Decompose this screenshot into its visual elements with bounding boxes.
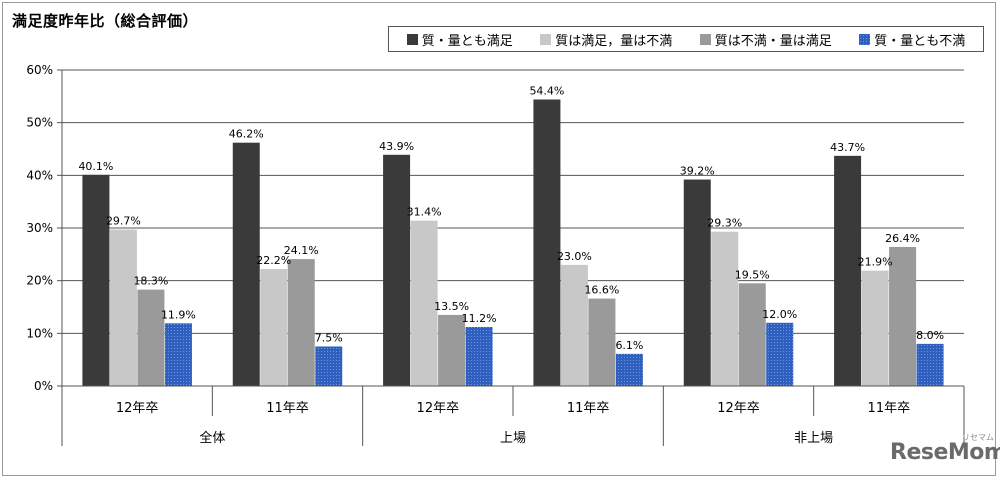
legend-label-2: 質は不満・量は満足 xyxy=(714,33,832,49)
legend-item-1: 質は満足，量は不満 xyxy=(540,30,672,49)
y-tick-label: 30% xyxy=(26,221,53,235)
bar xyxy=(232,142,260,386)
bar-value-label: 31.4% xyxy=(407,206,442,219)
legend-swatch-0 xyxy=(406,33,418,45)
bar-value-label: 19.5% xyxy=(735,268,770,281)
bar-value-label: 43.7% xyxy=(830,141,865,154)
category-label: 12年卒 xyxy=(417,401,460,416)
group-label: 全体 xyxy=(199,430,225,446)
group-label: 非上場 xyxy=(794,431,833,446)
bar xyxy=(82,174,110,386)
bar xyxy=(834,155,862,386)
bar-value-label: 22.2% xyxy=(256,254,291,267)
watermark-logo: ReseMom xyxy=(890,440,1000,465)
bars xyxy=(82,99,944,386)
bar-value-label: 46.2% xyxy=(229,128,264,141)
bar-value-label: 13.5% xyxy=(434,300,469,313)
bar-value-label: 18.3% xyxy=(133,275,168,288)
bar xyxy=(533,99,561,386)
bar xyxy=(383,154,411,386)
y-tick-label: 0% xyxy=(34,379,53,393)
group-label: 上場 xyxy=(500,431,526,446)
bar xyxy=(287,259,315,386)
category-label: 12年卒 xyxy=(717,401,760,416)
watermark-sub: リセマム xyxy=(962,433,994,442)
bar-value-label: 7.5% xyxy=(315,332,343,345)
category-label: 11年卒 xyxy=(266,401,309,416)
legend-item-0: 質・量とも満足 xyxy=(406,30,513,49)
bar-labels: 40.1% 29.7% 18.3% 11.9% 46.2% 22.2%24.1% 7.5% 4… xyxy=(78,84,944,351)
legend-label-0: 質・量とも満足 xyxy=(421,33,513,49)
category-label: 12年卒 xyxy=(116,401,159,416)
y-tick-label: 20% xyxy=(26,274,53,288)
legend-swatch-3 xyxy=(859,33,871,45)
bar xyxy=(889,246,917,386)
bar xyxy=(560,264,588,386)
bar-value-label: 29.7% xyxy=(106,215,141,228)
bar-value-label: 6.1% xyxy=(615,339,643,352)
bar xyxy=(916,343,944,386)
bar-value-label: 12.0% xyxy=(762,308,797,321)
bar-value-label: 24.1% xyxy=(284,244,319,257)
axes xyxy=(61,70,965,446)
bar xyxy=(410,220,438,386)
legend-label-3: 質・量とも不満 xyxy=(874,33,966,49)
bar xyxy=(260,269,288,386)
legend-swatch-1 xyxy=(540,33,552,45)
bar-value-label: 29.3% xyxy=(707,217,742,230)
category-label: 11年卒 xyxy=(567,401,610,416)
bar-value-label: 11.2% xyxy=(462,312,497,325)
gridlines xyxy=(57,69,964,387)
bar-value-label: 40.1% xyxy=(78,160,113,173)
bar xyxy=(615,353,643,386)
bar xyxy=(164,323,192,386)
bar xyxy=(588,298,616,386)
legend-swatch-2 xyxy=(699,33,711,45)
y-tick-labels: 0% 10% 20% 30% 40% 50% 60% xyxy=(26,63,53,393)
bar-value-label: 16.6% xyxy=(584,284,619,297)
bar xyxy=(137,289,165,386)
bar-value-label: 8.0% xyxy=(916,329,944,342)
legend: 質・量とも満足 質は満足，量は不満 質は不満・量は満足 質・量とも不満 xyxy=(388,26,984,52)
bar xyxy=(766,322,794,386)
y-tick-label: 50% xyxy=(26,116,53,130)
y-tick-label: 10% xyxy=(26,326,53,340)
bar-value-label: 39.2% xyxy=(680,165,715,178)
legend-item-2: 質は不満・量は満足 xyxy=(699,30,832,49)
y-tick-label: 40% xyxy=(26,168,53,182)
bar xyxy=(861,270,889,386)
bar-value-label: 26.4% xyxy=(885,232,920,245)
bar xyxy=(315,346,343,386)
y-tick-label: 60% xyxy=(26,63,53,77)
legend-item-3: 質・量とも不満 xyxy=(859,30,965,49)
bar xyxy=(438,314,466,386)
bar-value-label: 23.0% xyxy=(557,250,592,263)
legend-label-1: 質は満足，量は不満 xyxy=(555,33,673,49)
chart-title: 満足度昨年比（総合評価） xyxy=(12,12,199,30)
bar xyxy=(738,283,766,386)
bar-value-label: 54.4% xyxy=(529,84,564,97)
bar xyxy=(465,327,493,386)
bar xyxy=(711,231,739,386)
category-label: 11年卒 xyxy=(868,401,911,416)
bar-value-label: 21.9% xyxy=(858,256,893,269)
bar-value-label: 11.9% xyxy=(161,308,196,321)
bar xyxy=(109,229,137,386)
bar xyxy=(683,179,711,386)
bar-value-label: 43.9% xyxy=(379,140,414,153)
